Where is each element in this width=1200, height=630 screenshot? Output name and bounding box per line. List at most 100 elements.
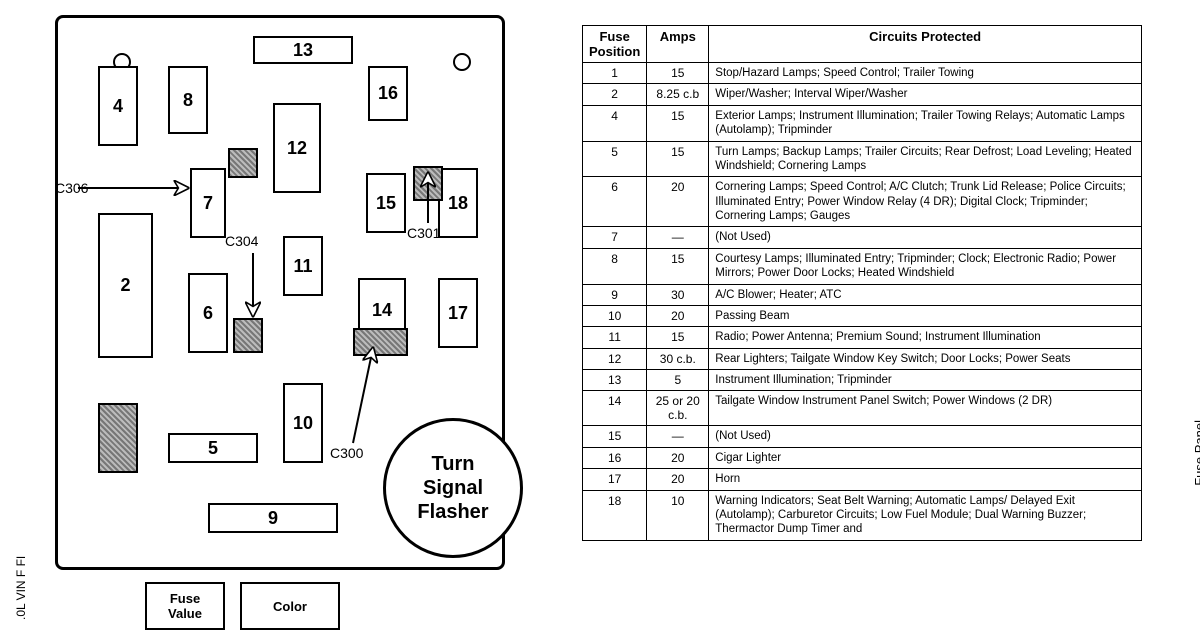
color-text: Color — [273, 599, 307, 614]
cell-amps: 8.25 c.b — [647, 84, 709, 105]
connector-label-C306: C306 — [55, 180, 88, 196]
fuse-17: 17 — [438, 278, 478, 348]
cell-position: 13 — [583, 370, 647, 391]
cell-circuits: (Not Used) — [709, 426, 1142, 447]
fuse-10: 10 — [283, 383, 323, 463]
shaded-block — [98, 403, 138, 473]
cell-circuits: Exterior Lamps; Instrument Illumination;… — [709, 105, 1142, 141]
cell-amps: 15 — [647, 105, 709, 141]
cell-position: 5 — [583, 141, 647, 177]
cell-amps: 30 c.b. — [647, 348, 709, 369]
cell-amps: 15 — [647, 141, 709, 177]
fuse-2: 2 — [98, 213, 153, 358]
fuse-7: 7 — [190, 168, 226, 238]
cell-position: 1 — [583, 63, 647, 84]
fuse-table: FusePosition Amps Circuits Protected 115… — [582, 25, 1142, 541]
cell-circuits: Cornering Lamps; Speed Control; A/C Clut… — [709, 177, 1142, 227]
fuse-16: 16 — [368, 66, 408, 121]
fuse-18: 18 — [438, 168, 478, 238]
cell-position: 12 — [583, 348, 647, 369]
cell-circuits: Cigar Lighter — [709, 447, 1142, 468]
fuse-6: 6 — [188, 273, 228, 353]
cell-amps: 10 — [647, 490, 709, 540]
cell-position: 6 — [583, 177, 647, 227]
fuse-5: 5 — [168, 433, 258, 463]
cell-circuits: Instrument Illumination; Tripminder — [709, 370, 1142, 391]
fuse-15: 15 — [366, 173, 406, 233]
connector-label-C300: C300 — [330, 445, 363, 461]
cell-position: 10 — [583, 305, 647, 326]
table-row: 135Instrument Illumination; Tripminder — [583, 370, 1142, 391]
cell-circuits: Passing Beam — [709, 305, 1142, 326]
fuse-panel-frame: 48131612715182116141715109 TurnSignalFla… — [55, 15, 505, 570]
table-row: 515Turn Lamps; Backup Lamps; Trailer Cir… — [583, 141, 1142, 177]
cell-amps: 20 — [647, 177, 709, 227]
table-row: 15—(Not Used) — [583, 426, 1142, 447]
table-row: 415Exterior Lamps; Instrument Illuminati… — [583, 105, 1142, 141]
cell-position: 17 — [583, 469, 647, 490]
cell-position: 18 — [583, 490, 647, 540]
fuse-4: 4 — [98, 66, 138, 146]
page: .0L VIN F FI 48131612715182116141715109 … — [0, 0, 1200, 630]
fuse-value-text: FuseValue — [168, 591, 202, 621]
cell-amps: 15 — [647, 63, 709, 84]
col-header-circuits: Circuits Protected — [709, 26, 1142, 63]
cell-position: 9 — [583, 284, 647, 305]
table-row: 7—(Not Used) — [583, 227, 1142, 248]
cell-position: 11 — [583, 327, 647, 348]
turn-signal-flasher: TurnSignalFlasher — [383, 418, 523, 558]
fuse-11: 11 — [283, 236, 323, 296]
cell-circuits: Turn Lamps; Backup Lamps; Trailer Circui… — [709, 141, 1142, 177]
cell-circuits: Rear Lighters; Tailgate Window Key Switc… — [709, 348, 1142, 369]
table-body: 115Stop/Hazard Lamps; Speed Control; Tra… — [583, 63, 1142, 541]
cell-position: 2 — [583, 84, 647, 105]
fuse-value-header-box: FuseValue — [145, 582, 225, 630]
shaded-block — [233, 318, 263, 353]
cell-amps: 30 — [647, 284, 709, 305]
cell-amps: 20 — [647, 305, 709, 326]
screw-icon — [453, 53, 471, 71]
table-row: 1620Cigar Lighter — [583, 447, 1142, 468]
cell-amps: 15 — [647, 248, 709, 284]
table-row: 1425 or 20 c.b.Tailgate Window Instrumen… — [583, 391, 1142, 426]
table-row: 930A/C Blower; Heater; ATC — [583, 284, 1142, 305]
cell-position: 16 — [583, 447, 647, 468]
fuse-12: 12 — [273, 103, 321, 193]
cell-position: 15 — [583, 426, 647, 447]
cell-circuits: Courtesy Lamps; Illuminated Entry; Tripm… — [709, 248, 1142, 284]
table-row: 620Cornering Lamps; Speed Control; A/C C… — [583, 177, 1142, 227]
cell-amps: — — [647, 426, 709, 447]
color-header-box: Color — [240, 582, 340, 630]
cell-circuits: Horn — [709, 469, 1142, 490]
cell-position: 7 — [583, 227, 647, 248]
table-row: 1020Passing Beam — [583, 305, 1142, 326]
col-header-amps: Amps — [647, 26, 709, 63]
col-header-position: FusePosition — [583, 26, 647, 63]
cell-circuits: Stop/Hazard Lamps; Speed Control; Traile… — [709, 63, 1142, 84]
cell-amps: 20 — [647, 447, 709, 468]
table-head: FusePosition Amps Circuits Protected — [583, 26, 1142, 63]
cell-position: 4 — [583, 105, 647, 141]
shaded-block — [353, 328, 408, 356]
cell-circuits: A/C Blower; Heater; ATC — [709, 284, 1142, 305]
cell-circuits: (Not Used) — [709, 227, 1142, 248]
fuse-13: 13 — [253, 36, 353, 64]
fuse-9: 9 — [208, 503, 338, 533]
cell-position: 8 — [583, 248, 647, 284]
connector-label-C304: C304 — [225, 233, 258, 249]
table-row: 115Stop/Hazard Lamps; Speed Control; Tra… — [583, 63, 1142, 84]
table-row: 1230 c.b.Rear Lighters; Tailgate Window … — [583, 348, 1142, 369]
table-row: 1115Radio; Power Antenna; Premium Sound;… — [583, 327, 1142, 348]
shaded-block — [228, 148, 258, 178]
cell-position: 14 — [583, 391, 647, 426]
cell-amps: 25 or 20 c.b. — [647, 391, 709, 426]
table-row: 1720Horn — [583, 469, 1142, 490]
connector-label-C301: C301 — [407, 225, 440, 241]
cell-amps: 15 — [647, 327, 709, 348]
cell-amps: 20 — [647, 469, 709, 490]
cell-circuits: Warning Indicators; Seat Belt Warning; A… — [709, 490, 1142, 540]
side-label: Fuse Panel — [1192, 420, 1200, 486]
table-row: 1810Warning Indicators; Seat Belt Warnin… — [583, 490, 1142, 540]
left-margin-text: .0L VIN F FI — [14, 556, 28, 620]
cell-circuits: Tailgate Window Instrument Panel Switch;… — [709, 391, 1142, 426]
